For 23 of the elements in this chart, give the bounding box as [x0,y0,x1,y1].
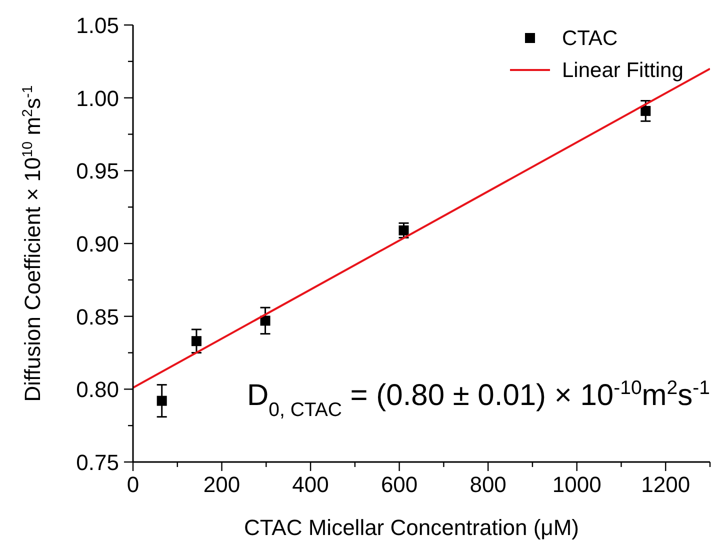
x-tick-label: 200 [203,472,240,497]
text: 0.80 [76,377,119,402]
point [156,396,167,406]
x-tick-label: 400 [292,472,329,497]
y-tick-label: 0.75 [76,450,119,475]
x-tick-label: 1200 [641,472,690,497]
y-tick-label: 1.05 [76,13,119,38]
legend-label: Linear Fitting [562,59,684,82]
x-tick-label: 800 [470,472,506,497]
x-tick-label: 0 [126,472,140,497]
text: 1.00 [76,86,119,111]
legend-label: CTAC [562,27,618,50]
point [260,316,270,326]
annotation: D$_{0, CTAC}$ = (0.80 ± 0.01) × 10$^{-10}$m$^{2}$s$^{-1}$ [246,377,710,421]
point [191,336,202,346]
text: 0.90 [76,232,119,256]
y-tick-label: 0.85 [76,304,119,330]
x-tick-label: 600 [380,472,418,497]
y-tick-label: 0.95 [76,158,119,184]
x-axis-title: CTAC Micellar Concentration (μM) [244,515,580,540]
x-tick-label: 1000 [552,472,602,497]
point [398,225,409,236]
point [640,106,651,116]
